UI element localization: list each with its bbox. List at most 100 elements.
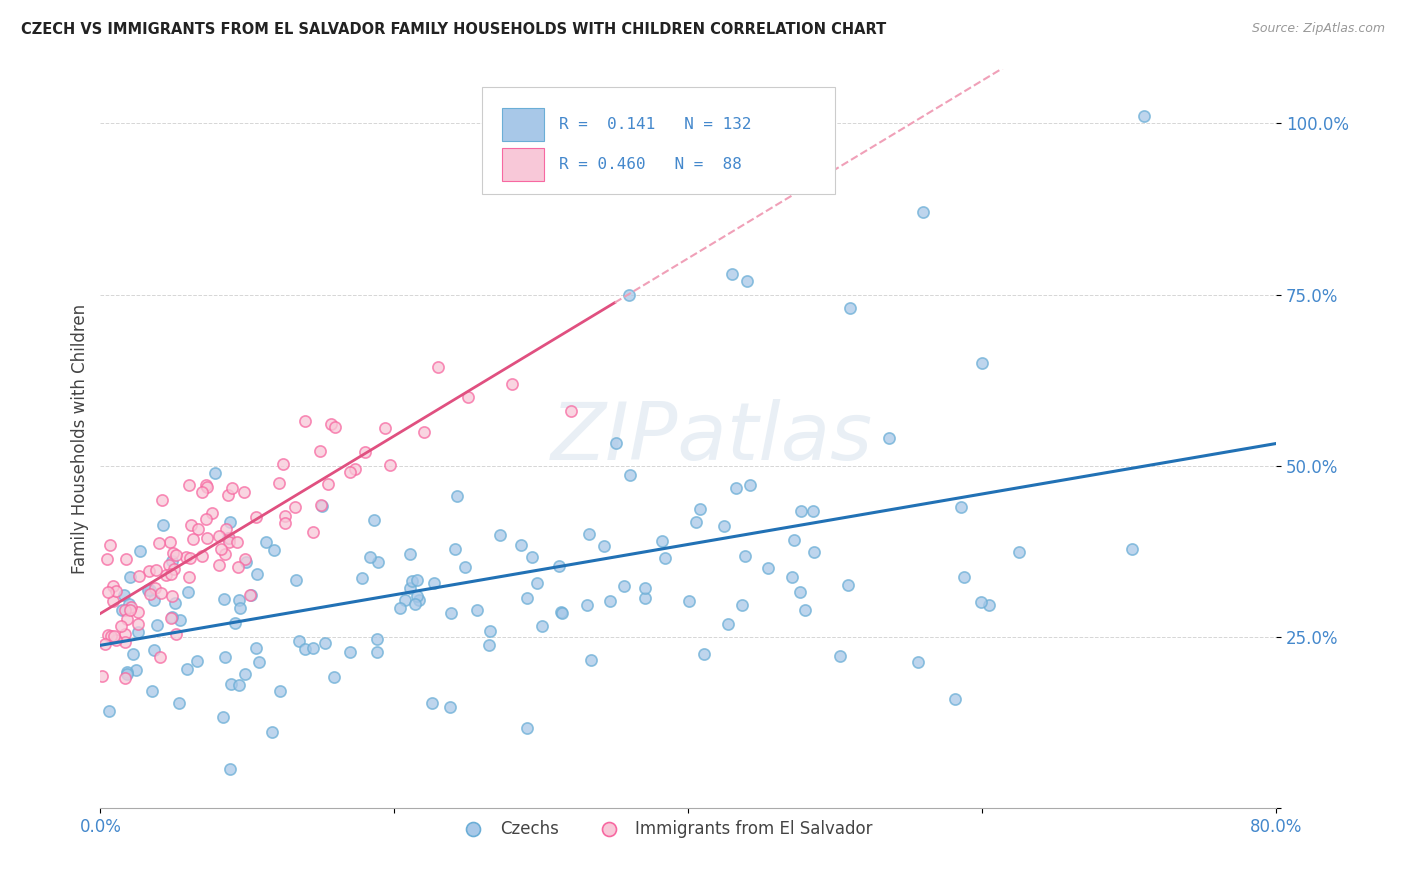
Point xyxy=(103,629,125,643)
Point xyxy=(394,593,416,607)
Point xyxy=(783,533,806,547)
Point xyxy=(380,458,402,473)
Point xyxy=(143,581,166,595)
Point xyxy=(104,584,127,599)
Point xyxy=(138,564,160,578)
Point xyxy=(245,509,267,524)
Point xyxy=(790,504,813,518)
Point xyxy=(104,632,127,647)
Point xyxy=(526,576,548,591)
Point xyxy=(169,613,191,627)
Point xyxy=(979,598,1001,612)
Point xyxy=(129,544,152,558)
Point xyxy=(165,548,187,562)
Point xyxy=(195,478,218,492)
Point xyxy=(233,484,256,499)
Point xyxy=(217,531,239,545)
Point xyxy=(651,534,673,549)
Point xyxy=(97,585,120,599)
Point xyxy=(713,518,735,533)
Point xyxy=(516,591,538,606)
Point xyxy=(162,609,184,624)
Point xyxy=(128,569,150,583)
Point xyxy=(207,528,229,542)
Point xyxy=(120,599,142,614)
Point xyxy=(274,509,297,524)
Point xyxy=(689,502,711,516)
Point xyxy=(725,482,748,496)
Point xyxy=(209,542,232,557)
Point xyxy=(478,638,501,652)
Text: CZECH VS IMMIGRANTS FROM EL SALVADOR FAMILY HOUSEHOLDS WITH CHILDREN CORRELATION: CZECH VS IMMIGRANTS FROM EL SALVADOR FAM… xyxy=(21,22,886,37)
Point xyxy=(218,515,240,529)
Point xyxy=(219,762,242,776)
Point xyxy=(423,575,446,590)
Point xyxy=(314,636,336,650)
Point xyxy=(162,546,184,560)
Point xyxy=(339,465,361,479)
Point xyxy=(146,618,169,632)
Point xyxy=(195,531,218,545)
Point xyxy=(186,523,208,537)
Point xyxy=(160,554,183,568)
Point xyxy=(179,551,201,566)
Point xyxy=(139,587,162,601)
Point xyxy=(789,584,811,599)
Point xyxy=(215,522,238,536)
Point xyxy=(599,594,621,608)
Point xyxy=(830,648,852,663)
Point xyxy=(121,647,143,661)
Point xyxy=(401,574,423,588)
Point xyxy=(439,699,461,714)
Point xyxy=(267,476,290,491)
Point xyxy=(149,649,172,664)
Point xyxy=(405,573,427,587)
Point xyxy=(731,598,754,612)
Point xyxy=(399,582,422,596)
Point xyxy=(803,545,825,559)
Point xyxy=(127,605,149,619)
Point xyxy=(141,684,163,698)
Point xyxy=(115,552,138,566)
Point xyxy=(323,420,346,434)
Point xyxy=(457,390,479,404)
Point xyxy=(159,611,181,625)
Point xyxy=(912,205,935,219)
Point xyxy=(254,534,277,549)
Point xyxy=(578,527,600,541)
Point xyxy=(127,617,149,632)
Point xyxy=(114,603,136,617)
Point xyxy=(322,670,344,684)
Point xyxy=(162,589,184,603)
Point xyxy=(101,579,124,593)
Point xyxy=(837,578,859,592)
Point xyxy=(592,539,614,553)
Point xyxy=(605,436,627,450)
Point xyxy=(145,563,167,577)
Point xyxy=(263,542,285,557)
Text: R = 0.460   N =  88: R = 0.460 N = 88 xyxy=(560,157,742,172)
Point xyxy=(114,635,136,649)
Point xyxy=(1008,545,1031,559)
Point xyxy=(247,655,270,669)
Point xyxy=(204,466,226,480)
Point xyxy=(634,581,657,595)
Point xyxy=(226,559,249,574)
Point xyxy=(163,562,186,576)
Point xyxy=(212,591,235,606)
Point xyxy=(229,601,252,615)
Point xyxy=(443,542,465,557)
Point xyxy=(110,618,132,632)
Point xyxy=(208,558,231,572)
Point xyxy=(246,566,269,581)
Point xyxy=(238,588,260,602)
Point xyxy=(619,467,641,482)
Point xyxy=(530,619,553,633)
Point xyxy=(479,624,502,638)
Point xyxy=(446,489,468,503)
Point xyxy=(218,531,240,545)
Point xyxy=(125,664,148,678)
Point xyxy=(112,588,135,602)
Point xyxy=(551,607,574,621)
Point xyxy=(950,500,973,515)
